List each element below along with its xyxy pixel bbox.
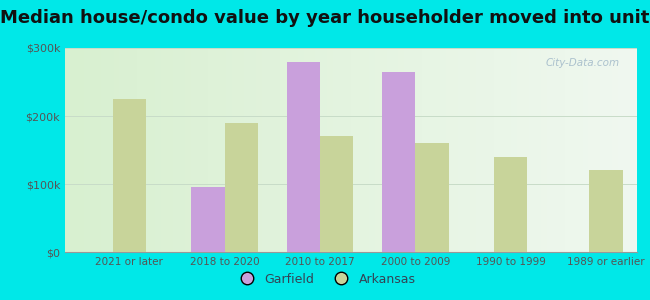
Bar [382,72,415,252]
Bar [590,170,623,252]
Text: City-Data.com: City-Data.com [546,58,620,68]
Bar [225,123,258,252]
Bar [415,143,448,252]
Bar [287,61,320,252]
Bar [112,99,146,252]
Bar [320,136,354,252]
Bar [191,188,225,252]
Legend: Garfield, Arkansas: Garfield, Arkansas [229,268,421,291]
Text: Median house/condo value by year householder moved into unit: Median house/condo value by year househo… [0,9,650,27]
Bar [494,157,527,252]
